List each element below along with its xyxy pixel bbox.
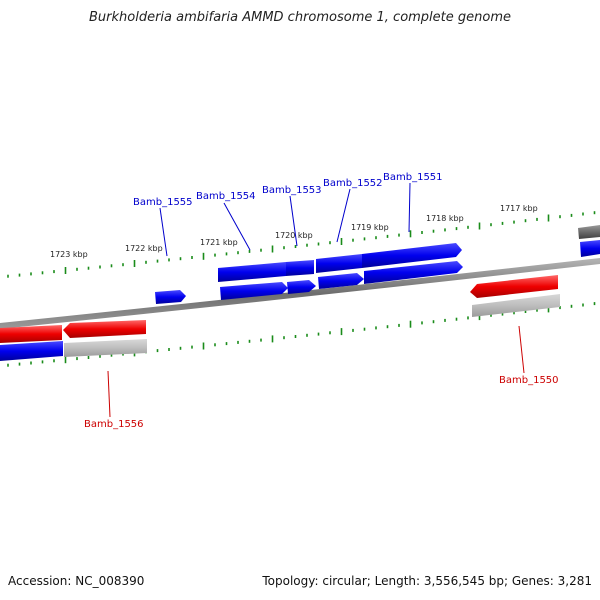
scale-label: 1718 kbp: [426, 214, 464, 223]
gene-feature[interactable]: [578, 225, 600, 239]
genome-summary: Topology: circular; Length: 3,556,545 bp…: [262, 574, 592, 588]
leader-line: [336, 188, 351, 243]
gene-bamb-1555[interactable]: [155, 290, 186, 304]
leader-line: [408, 182, 411, 233]
scale-label: 1722 kbp: [125, 244, 163, 253]
gene-feature[interactable]: [287, 280, 316, 294]
gene-bamb-1553[interactable]: [286, 260, 314, 276]
chromosome-backbone: [0, 258, 600, 329]
gene-label-bamb-1554[interactable]: Bamb_1554: [196, 191, 256, 202]
accession-info: Accession: NC_008390: [8, 574, 144, 588]
scale-labels: 1723 kbp 1722 kbp 1721 kbp 1720 kbp 1719…: [50, 204, 538, 259]
inner-tick-ring: [7, 302, 596, 367]
forward-genes: [0, 225, 600, 361]
leader-line: [518, 325, 525, 374]
scale-label: 1721 kbp: [200, 238, 238, 247]
gene-feature[interactable]: [472, 294, 560, 317]
gene-label-bamb-1552[interactable]: Bamb_1552: [323, 178, 383, 189]
gene-label-bamb-1555[interactable]: Bamb_1555: [133, 197, 193, 208]
scale-label: 1720 kbp: [275, 231, 313, 240]
gene-label-bamb-1551[interactable]: Bamb_1551: [383, 172, 443, 183]
gene-feature[interactable]: [0, 341, 63, 361]
gene-bamb-1551[interactable]: [362, 243, 462, 268]
gene-feature[interactable]: [364, 261, 463, 284]
accession-value: NC_008390: [75, 574, 145, 588]
scale-label: 1719 kbp: [351, 223, 389, 232]
map-title: Burkholderia ambifaria AMMD chromosome 1…: [88, 10, 512, 25]
gene-label-bamb-1553[interactable]: Bamb_1553: [262, 185, 322, 196]
gene-feature[interactable]: [64, 339, 147, 357]
gene-feature[interactable]: [318, 273, 364, 289]
gene-feature[interactable]: [0, 325, 62, 343]
gene-labels: Bamb_1555 Bamb_1554 Bamb_1553 Bamb_1552 …: [84, 172, 559, 430]
gene-bamb-1556[interactable]: [63, 320, 146, 338]
scale-label: 1717 kbp: [500, 204, 538, 213]
leader-line: [223, 202, 251, 251]
leader-line: [289, 195, 298, 247]
scale-label: 1723 kbp: [50, 250, 88, 259]
reverse-genes: [0, 275, 560, 357]
gene-bamb-1552[interactable]: [316, 254, 362, 273]
gene-feature[interactable]: [580, 240, 600, 257]
accession-label: Accession:: [8, 574, 72, 588]
leader-lines: [107, 182, 525, 418]
gene-bamb-1550[interactable]: [470, 275, 558, 298]
gene-feature[interactable]: [220, 282, 288, 300]
leader-line: [107, 370, 111, 418]
gene-label-bamb-1550[interactable]: Bamb_1550: [499, 375, 559, 386]
gene-label-bamb-1556[interactable]: Bamb_1556: [84, 419, 144, 430]
gene-bamb-1554[interactable]: [218, 262, 286, 282]
outer-tick-ring: [7, 211, 596, 278]
leader-line: [159, 207, 168, 257]
